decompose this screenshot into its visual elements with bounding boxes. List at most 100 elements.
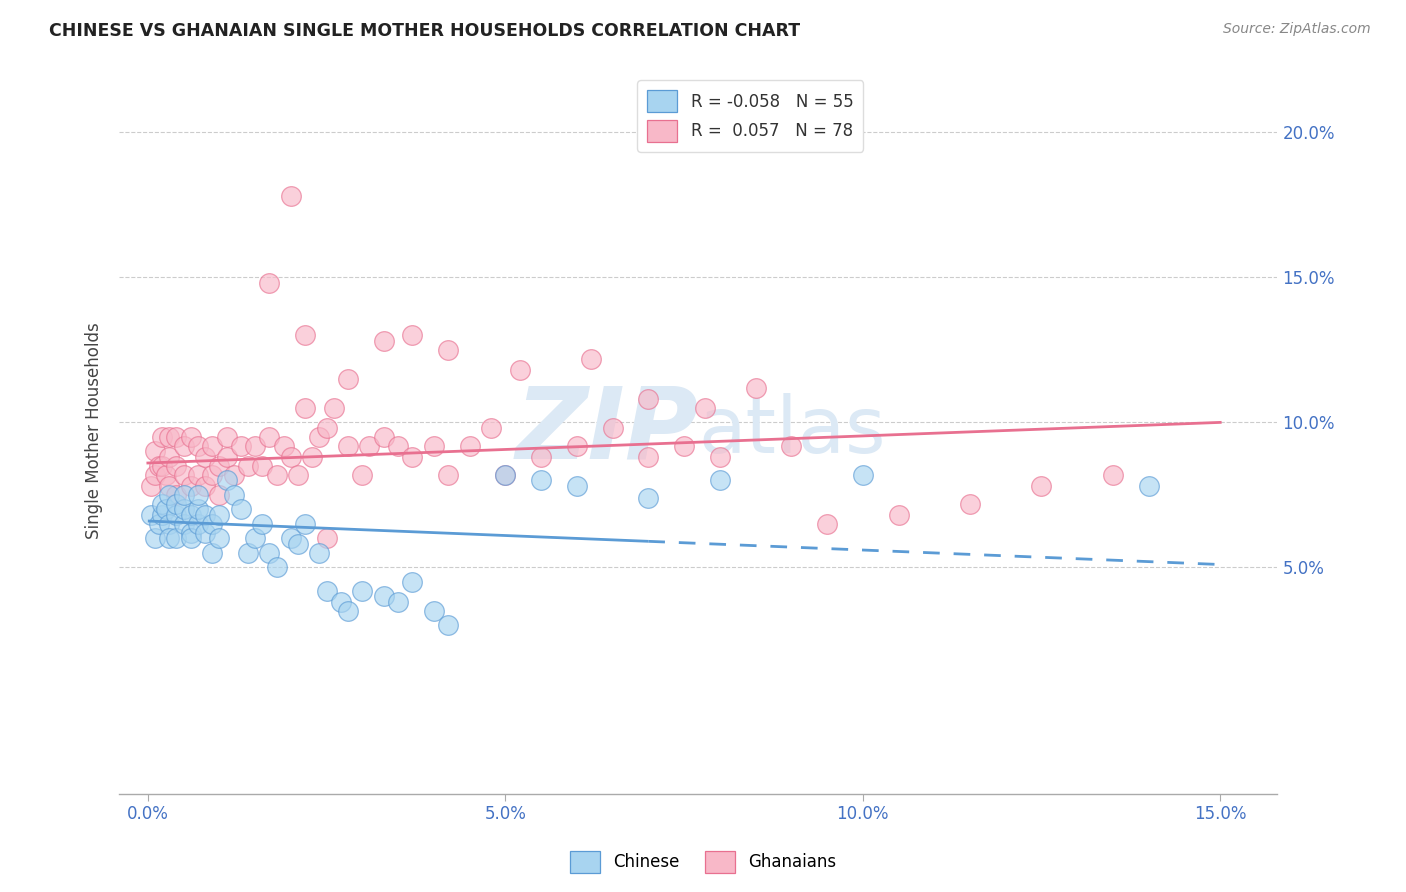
Point: [423, 439, 446, 453]
Point: [157, 532, 180, 546]
Point: [259, 430, 281, 444]
Point: [401, 574, 423, 589]
Point: [208, 532, 231, 546]
Point: [243, 439, 266, 453]
Point: [602, 421, 624, 435]
Point: [166, 458, 188, 473]
Point: [150, 508, 173, 523]
Point: [143, 532, 166, 546]
Point: [294, 516, 316, 531]
Point: [887, 508, 910, 523]
Point: [565, 479, 588, 493]
Point: [143, 467, 166, 482]
Point: [373, 430, 395, 444]
Point: [301, 450, 323, 465]
Point: [509, 363, 531, 377]
Point: [259, 276, 281, 290]
Point: [166, 532, 188, 546]
Point: [180, 525, 202, 540]
Point: [673, 439, 696, 453]
Point: [1102, 467, 1125, 482]
Point: [157, 516, 180, 531]
Point: [215, 474, 238, 488]
Point: [401, 450, 423, 465]
Point: [337, 604, 360, 618]
Point: [329, 595, 352, 609]
Point: [1031, 479, 1053, 493]
Legend: R = -0.058   N = 55, R =  0.057   N = 78: R = -0.058 N = 55, R = 0.057 N = 78: [637, 80, 863, 152]
Point: [166, 488, 188, 502]
Point: [359, 439, 381, 453]
Point: [180, 430, 202, 444]
Point: [308, 430, 330, 444]
Point: [141, 479, 163, 493]
Point: [236, 546, 259, 560]
Point: [287, 537, 309, 551]
Point: [173, 502, 195, 516]
Point: [259, 546, 281, 560]
Point: [387, 439, 409, 453]
Point: [208, 508, 231, 523]
Point: [494, 467, 516, 482]
Point: [337, 439, 360, 453]
Point: [373, 334, 395, 348]
Point: [852, 467, 875, 482]
Point: [141, 508, 163, 523]
Point: [148, 516, 170, 531]
Text: atlas: atlas: [699, 393, 886, 469]
Point: [229, 439, 252, 453]
Point: [437, 618, 460, 632]
Point: [173, 467, 195, 482]
Legend: Chinese, Ghanaians: Chinese, Ghanaians: [564, 845, 842, 880]
Point: [387, 595, 409, 609]
Point: [187, 467, 209, 482]
Point: [308, 546, 330, 560]
Point: [479, 421, 502, 435]
Point: [157, 488, 180, 502]
Point: [637, 491, 659, 505]
Point: [315, 421, 337, 435]
Point: [709, 474, 731, 488]
Point: [637, 392, 659, 407]
Point: [494, 467, 516, 482]
Point: [150, 458, 173, 473]
Point: [280, 532, 302, 546]
Point: [187, 439, 209, 453]
Point: [252, 458, 274, 473]
Point: [180, 479, 202, 493]
Point: [194, 450, 217, 465]
Point: [252, 516, 274, 531]
Point: [1137, 479, 1160, 493]
Point: [637, 450, 659, 465]
Point: [695, 401, 717, 415]
Point: [201, 439, 224, 453]
Point: [243, 532, 266, 546]
Point: [273, 439, 295, 453]
Point: [236, 458, 259, 473]
Point: [423, 604, 446, 618]
Text: Source: ZipAtlas.com: Source: ZipAtlas.com: [1223, 22, 1371, 37]
Point: [780, 439, 803, 453]
Point: [187, 502, 209, 516]
Point: [315, 532, 337, 546]
Point: [148, 458, 170, 473]
Point: [215, 450, 238, 465]
Point: [222, 488, 245, 502]
Point: [352, 583, 374, 598]
Point: [959, 497, 981, 511]
Point: [143, 444, 166, 458]
Point: [437, 343, 460, 357]
Point: [173, 488, 195, 502]
Point: [458, 439, 481, 453]
Point: [155, 467, 177, 482]
Point: [315, 583, 337, 598]
Point: [194, 525, 217, 540]
Point: [173, 439, 195, 453]
Point: [437, 467, 460, 482]
Point: [187, 516, 209, 531]
Point: [709, 450, 731, 465]
Point: [208, 458, 231, 473]
Point: [201, 467, 224, 482]
Point: [150, 430, 173, 444]
Point: [294, 328, 316, 343]
